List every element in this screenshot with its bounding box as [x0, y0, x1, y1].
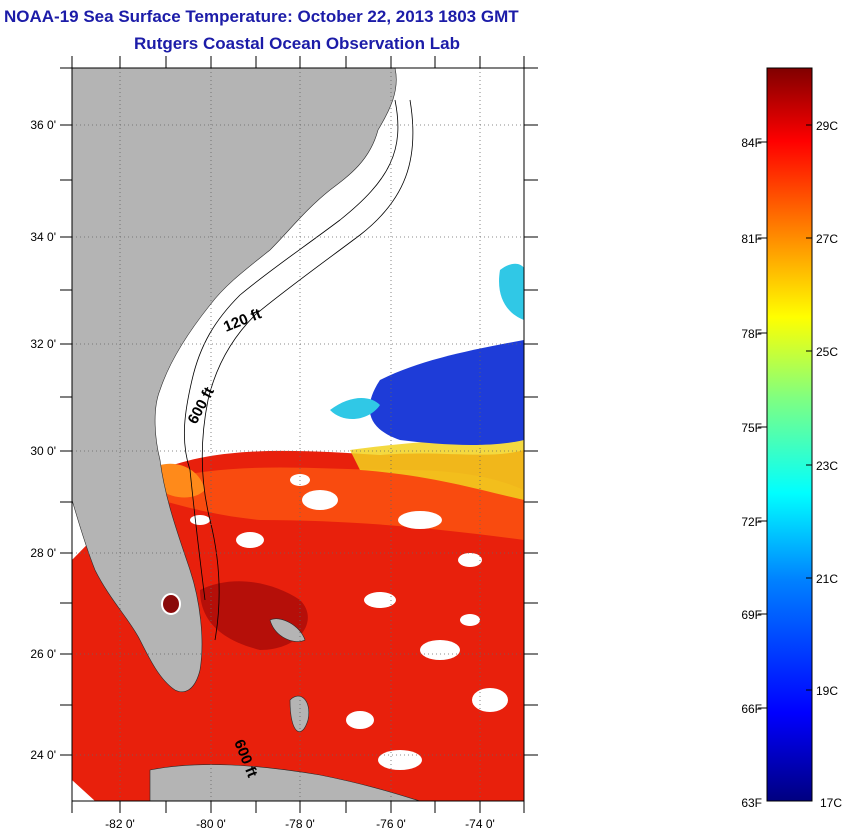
colorbar-c-23: 23C	[816, 459, 838, 473]
lon-label-78: -78 0'	[285, 817, 315, 831]
lon-label-74: -74 0'	[465, 817, 495, 831]
colorbar-f-84: 84F	[741, 136, 762, 150]
graticule	[72, 68, 524, 801]
land-cuba	[149, 764, 421, 801]
colorbar-c-17: 17C	[820, 796, 842, 810]
lon-label-82: -82 0'	[105, 817, 135, 831]
cyan-water-patch	[330, 263, 524, 420]
lat-label-26: 26 0'	[30, 647, 56, 661]
cool-water-region	[369, 340, 524, 445]
colorbar-f-75: 75F	[741, 421, 762, 435]
colorbar-ticks	[758, 124, 812, 709]
contour-120ft	[183, 99, 399, 601]
lat-label-34: 34 0'	[30, 230, 56, 244]
land-mainland	[72, 68, 397, 693]
colorbar-f-69: 69F	[741, 608, 762, 622]
orange-coastal-patch	[160, 463, 205, 498]
colorbar-f-78: 78F	[741, 327, 762, 341]
colorbar-f-72: 72F	[741, 515, 762, 529]
map-title: NOAA-19 Sea Surface Temperature: October…	[4, 7, 519, 26]
colorbar-c-19: 19C	[816, 684, 838, 698]
lon-label-76: -76 0'	[376, 817, 406, 831]
land-bahamas	[269, 618, 310, 732]
colorbar-f-66: 66F	[741, 702, 762, 716]
colorbar-c-25: 25C	[816, 345, 838, 359]
colorbar-c-21: 21C	[816, 572, 838, 586]
colorbar-c-27: 27C	[816, 232, 838, 246]
lon-label-80: -80 0'	[196, 817, 226, 831]
colorbar	[766, 67, 813, 802]
cloud-gaps	[190, 474, 508, 770]
map-subtitle: Rutgers Coastal Ocean Observation Lab	[134, 34, 460, 53]
colorbar-f-81: 81F	[741, 232, 762, 246]
lat-label-30: 30 0'	[30, 444, 56, 458]
yellow-water-band	[350, 430, 524, 500]
colorbar-c-29: 29C	[816, 119, 838, 133]
sst-map: 120 ft 600 ft 600 ft	[72, 68, 524, 801]
lat-label-28: 28 0'	[30, 546, 56, 560]
lat-label-24: 24 0'	[30, 748, 56, 762]
map-frame	[71, 67, 525, 802]
frame-ticks	[60, 56, 538, 813]
lake-okeechobee	[161, 593, 181, 615]
lat-label-32: 32 0'	[30, 337, 56, 351]
colorbar-f-63: 63F	[741, 796, 762, 810]
contour-600ft	[201, 99, 414, 641]
lat-label-36: 36 0'	[30, 118, 56, 132]
